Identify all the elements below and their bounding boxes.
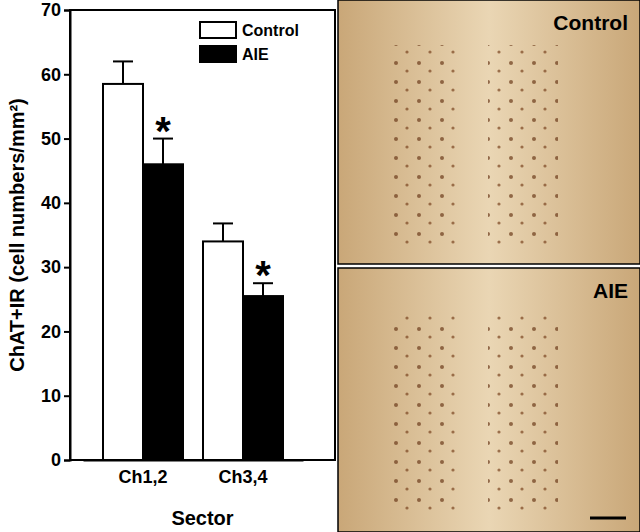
scale-bar [590,517,626,520]
significance-mark: * [155,109,171,153]
y-tick-label: 30 [41,257,61,277]
y-tick: 20 [41,322,70,342]
legend-item: Control [200,22,299,39]
bar [103,84,143,460]
y-tick-mark [64,460,70,462]
plot-area [103,61,283,460]
figure: 0 10 20 30 40 50 60 70 Ch1,2 Ch3,4 Sector ChAT+IR (… [0,0,640,532]
micrograph: Control [338,0,640,264]
y-tick-label: 10 [41,386,61,406]
y-tick: 0 [51,450,70,470]
error-bar-cap [113,60,133,62]
y-tick: 10 [41,386,70,406]
micrograph-background [338,268,640,532]
error-bar-stem [122,61,124,84]
y-axis-title: ChAT+IR (cell numbers/mm²) [6,98,28,372]
micrograph-label: AIE [593,279,628,302]
micrograph-background [338,0,640,264]
error-bar [213,223,233,241]
legend-label: AIE [242,46,269,63]
y-tick-label: 50 [41,129,61,149]
y-tick-mark [64,395,70,397]
y-axis: 0 10 20 30 40 50 60 70 [41,0,71,470]
y-tick: 70 [41,0,70,20]
y-tick-label: 60 [41,65,61,85]
y-tick-label: 20 [41,322,61,342]
y-tick-label: 40 [41,193,61,213]
y-tick-mark [64,138,70,140]
legend-label: Control [242,22,299,39]
x-tick-label: Ch3,4 [218,467,267,487]
bar [203,241,243,460]
micrograph-cells [388,45,458,249]
micrograph: AIE [338,268,640,532]
significance-mark: * [255,253,271,297]
x-tick: Ch1,2 [118,460,167,487]
x-tick: Ch3,4 [218,460,267,487]
legend-item: AIE [200,46,269,63]
bar [243,296,283,460]
x-tick-label: Ch1,2 [118,467,167,487]
x-axis: Ch1,2 Ch3,4 [84,460,304,487]
y-tick-label: 0 [51,450,61,470]
y-axis-line [64,11,71,461]
error-bar-stem [222,223,224,241]
error-bar-cap [213,222,233,224]
y-tick-mark [64,10,70,12]
micrograph-label: Control [553,11,628,34]
y-tick-label: 70 [41,0,61,20]
error-bar [113,61,133,84]
micrograph-cells [388,313,458,517]
y-tick: 40 [41,193,70,213]
plot-frame [70,10,335,460]
y-tick: 60 [41,65,70,85]
y-tick: 50 [41,129,70,149]
legend: Control AIE [200,22,299,63]
micrograph-cells [488,313,558,517]
x-axis-title: Sector [171,507,233,529]
legend-swatch [200,22,236,38]
legend-swatch [200,46,236,62]
y-tick: 30 [41,257,70,277]
bar [143,164,183,460]
y-tick-mark [64,74,70,76]
y-tick-mark [64,202,70,204]
micrograph-cells [488,45,558,249]
y-tick-mark [64,267,70,269]
y-tick-mark [64,331,70,333]
